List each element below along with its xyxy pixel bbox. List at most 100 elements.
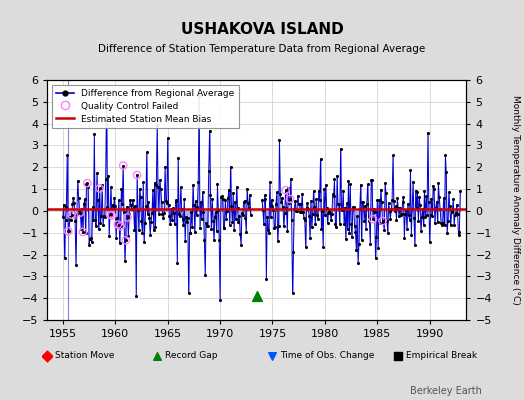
Point — [84, 184, 92, 190]
Point — [210, 237, 218, 243]
Point — [156, 177, 164, 183]
Point — [420, 188, 429, 194]
Point — [406, 216, 414, 223]
Point — [401, 211, 409, 217]
Point — [206, 192, 215, 198]
Point — [308, 224, 316, 230]
Point — [378, 218, 387, 224]
Point — [434, 180, 443, 186]
Point — [446, 222, 455, 228]
Point — [71, 218, 79, 224]
Point — [125, 211, 134, 218]
Point — [75, 208, 84, 214]
Point — [184, 289, 193, 296]
Point — [201, 272, 210, 278]
Point — [285, 200, 293, 207]
Point — [81, 229, 90, 236]
Point — [233, 184, 241, 190]
Point — [350, 204, 358, 210]
Point — [162, 200, 171, 206]
Point — [271, 224, 279, 231]
Point — [258, 197, 266, 203]
Point — [449, 195, 457, 202]
Point — [432, 198, 441, 205]
Point — [433, 218, 442, 225]
Point — [115, 197, 123, 203]
Point — [136, 186, 144, 192]
Point — [379, 220, 388, 226]
Text: Station Move: Station Move — [55, 352, 115, 360]
Point — [304, 206, 312, 212]
Point — [69, 195, 78, 201]
Point — [372, 254, 380, 261]
Point — [276, 191, 285, 197]
Point — [377, 186, 385, 193]
Point — [445, 203, 454, 209]
Point — [77, 226, 85, 232]
Point — [65, 228, 73, 234]
Point — [221, 197, 230, 203]
Point — [64, 228, 72, 234]
Point — [107, 212, 116, 219]
Point — [244, 199, 252, 206]
Point — [127, 201, 135, 208]
Point — [214, 207, 223, 213]
Point — [231, 199, 239, 205]
Point — [438, 221, 446, 228]
Point — [315, 197, 324, 203]
Point — [188, 224, 196, 230]
Point — [289, 249, 298, 255]
Point — [340, 220, 348, 227]
Point — [409, 178, 417, 185]
Point — [120, 208, 128, 215]
Point — [238, 212, 247, 218]
Point — [110, 195, 118, 202]
Point — [132, 293, 140, 300]
Point — [330, 193, 338, 199]
Point — [358, 198, 367, 205]
Point — [78, 206, 86, 212]
Point — [441, 152, 450, 158]
Point — [382, 190, 390, 197]
Point — [265, 229, 273, 236]
Point — [228, 219, 236, 225]
Point — [293, 208, 301, 214]
Point — [293, 192, 302, 199]
Point — [183, 219, 191, 226]
Point — [398, 199, 407, 206]
Point — [416, 202, 424, 208]
Point — [405, 212, 413, 218]
Point — [386, 216, 395, 222]
Point — [305, 213, 313, 220]
Text: Difference of Station Temperature Data from Regional Average: Difference of Station Temperature Data f… — [99, 44, 425, 54]
Point — [403, 200, 412, 207]
Point — [241, 197, 249, 204]
Point — [309, 210, 317, 217]
Point — [170, 210, 178, 216]
Point — [347, 221, 355, 228]
Point — [92, 222, 100, 229]
Point — [237, 242, 245, 248]
Point — [262, 276, 270, 282]
Point — [383, 218, 391, 224]
Point — [419, 206, 427, 212]
Point — [89, 204, 97, 210]
Point — [118, 201, 126, 208]
Point — [301, 217, 309, 223]
Point — [326, 209, 334, 216]
Point — [149, 187, 157, 193]
Point — [378, 218, 387, 224]
Point — [278, 194, 286, 201]
Point — [411, 188, 420, 194]
Point — [267, 197, 276, 203]
Point — [196, 198, 205, 205]
Point — [360, 218, 368, 224]
Point — [281, 187, 290, 193]
Point — [403, 226, 411, 232]
Point — [122, 237, 130, 244]
Point — [60, 255, 69, 261]
Point — [114, 221, 122, 228]
Point — [225, 222, 234, 228]
Point — [395, 213, 403, 219]
Point — [116, 223, 125, 230]
